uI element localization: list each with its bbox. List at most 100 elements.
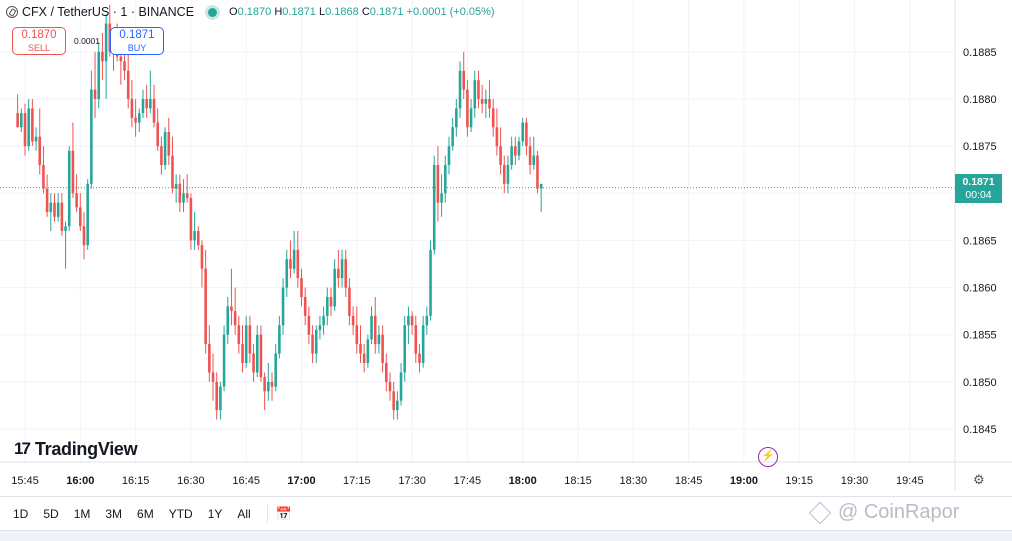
- candle-body: [455, 108, 458, 128]
- price-chart[interactable]: 0.1885 0.1880 0.1875 0.1870 0.1865 0.1860 0.18…: [0, 0, 1012, 496]
- close-key: C: [361, 6, 370, 18]
- candle-body: [337, 268, 340, 279]
- candle-up: [469, 99, 473, 132]
- low-key: L: [319, 6, 326, 18]
- candle-body: [429, 249, 432, 316]
- range-6m-button[interactable]: 6M: [137, 506, 154, 521]
- high-key: H: [274, 6, 283, 18]
- open-value: 0.1870: [237, 6, 272, 18]
- candle-body: [469, 108, 473, 128]
- candle-body: [281, 287, 285, 326]
- time-tick-label: 15:45: [11, 475, 39, 487]
- candle-body: [167, 132, 171, 156]
- candle-body: [160, 146, 163, 165]
- candle-body: [267, 381, 270, 392]
- candle-down: [23, 103, 27, 156]
- symbol-title[interactable]: CFX / TetherUS · 1 · BINANCE: [22, 5, 195, 19]
- candle-body: [314, 330, 318, 354]
- candle-up: [484, 89, 488, 118]
- lightning-icon[interactable]: ⚡: [758, 447, 778, 467]
- candle-body: [377, 334, 381, 345]
- candle-body: [178, 183, 182, 203]
- candle-body: [418, 353, 421, 363]
- candle-down: [410, 311, 414, 335]
- settings-icon[interactable]: ⚙: [973, 472, 985, 487]
- symbol-header[interactable]: CFX / TetherUS · 1 · BINANCE O0.1870 H0.…: [6, 4, 495, 20]
- range-all-button[interactable]: All: [237, 506, 251, 521]
- candle-down: [348, 278, 351, 326]
- candle-down: [536, 150, 539, 194]
- candle-down: [436, 146, 440, 222]
- time-tick-label: 19:30: [841, 475, 869, 487]
- candle-body: [45, 188, 49, 213]
- candle-down: [200, 240, 204, 288]
- price-tick-label: 0.1865: [963, 235, 997, 247]
- candle-body: [307, 315, 311, 335]
- range-3m-button[interactable]: 3M: [105, 506, 123, 521]
- candle-up: [27, 99, 30, 151]
- candle-down: [359, 325, 362, 363]
- candle-up: [219, 381, 222, 420]
- candle-up: [222, 325, 226, 392]
- candle-body: [60, 202, 64, 231]
- time-tick-label: 19:15: [785, 475, 813, 487]
- candle-down: [71, 122, 75, 198]
- candle-body: [56, 202, 60, 217]
- range-5d-button[interactable]: 5D: [43, 506, 59, 521]
- candle-up: [244, 315, 248, 368]
- candle-down: [414, 315, 418, 363]
- candle-body: [447, 146, 451, 165]
- candle-body: [344, 259, 348, 288]
- candle-body: [130, 99, 134, 118]
- price-axis[interactable]: 0.18850.18800.18750.18700.18650.18600.18…: [954, 0, 997, 490]
- range-1y-button[interactable]: 1Y: [207, 506, 223, 521]
- close-value: 0.1871: [369, 6, 404, 18]
- candle-down: [499, 127, 502, 175]
- sell-button[interactable]: 0.1870 SELL: [12, 27, 66, 55]
- candle-down: [392, 381, 395, 420]
- price-tick-label: 0.1885: [963, 47, 997, 59]
- candle-body: [477, 80, 480, 99]
- price-tick-label: 0.1855: [963, 330, 997, 342]
- candle-down: [42, 146, 45, 194]
- candle-body: [373, 315, 377, 345]
- candle-body: [237, 325, 241, 345]
- candle-body: [517, 141, 521, 156]
- candle-down: [82, 212, 86, 260]
- range-1d-button[interactable]: 1D: [13, 506, 29, 521]
- candle-body: [93, 89, 97, 99]
- time-tick-label: 19:45: [896, 475, 924, 487]
- candle-down: [491, 99, 495, 137]
- candle-body: [381, 334, 384, 363]
- candle-down: [296, 231, 300, 288]
- candle-up: [174, 174, 178, 203]
- watermark-text: @ CoinRapor: [838, 501, 960, 523]
- time-axis[interactable]: 15:45 16:00 16:15 16:30 16:45 17:00 17:15 17:30…: [0, 461, 1012, 496]
- candle-body: [495, 127, 499, 147]
- buy-button[interactable]: 0.1871 BUY: [110, 27, 164, 55]
- candle-up: [86, 179, 89, 250]
- candle-down: [31, 99, 34, 147]
- time-tick-label: 17:30: [398, 475, 426, 487]
- candle-up: [447, 136, 451, 175]
- candle-body: [510, 146, 513, 165]
- candle-body: [274, 353, 277, 387]
- candle-up: [90, 70, 93, 189]
- candle-body: [370, 315, 373, 340]
- candle-body: [440, 193, 443, 203]
- candle-body: [359, 344, 362, 354]
- candle-down: [303, 287, 307, 326]
- range-1m-button[interactable]: 1M: [73, 506, 91, 521]
- tradingview-logo[interactable]: 17 TradingView: [14, 438, 138, 460]
- candle-body: [90, 89, 93, 184]
- logo-text: TradingView: [34, 438, 138, 459]
- candle-down: [108, 4, 112, 57]
- candle-down: [130, 80, 134, 128]
- candle-body: [196, 231, 200, 246]
- range-ytd-button[interactable]: YTD: [168, 506, 193, 521]
- candle-down: [185, 174, 189, 203]
- candle-body: [333, 268, 336, 307]
- candle-body: [204, 268, 207, 345]
- candle-up: [20, 108, 23, 132]
- calendar-icon[interactable]: 📅: [275, 505, 292, 521]
